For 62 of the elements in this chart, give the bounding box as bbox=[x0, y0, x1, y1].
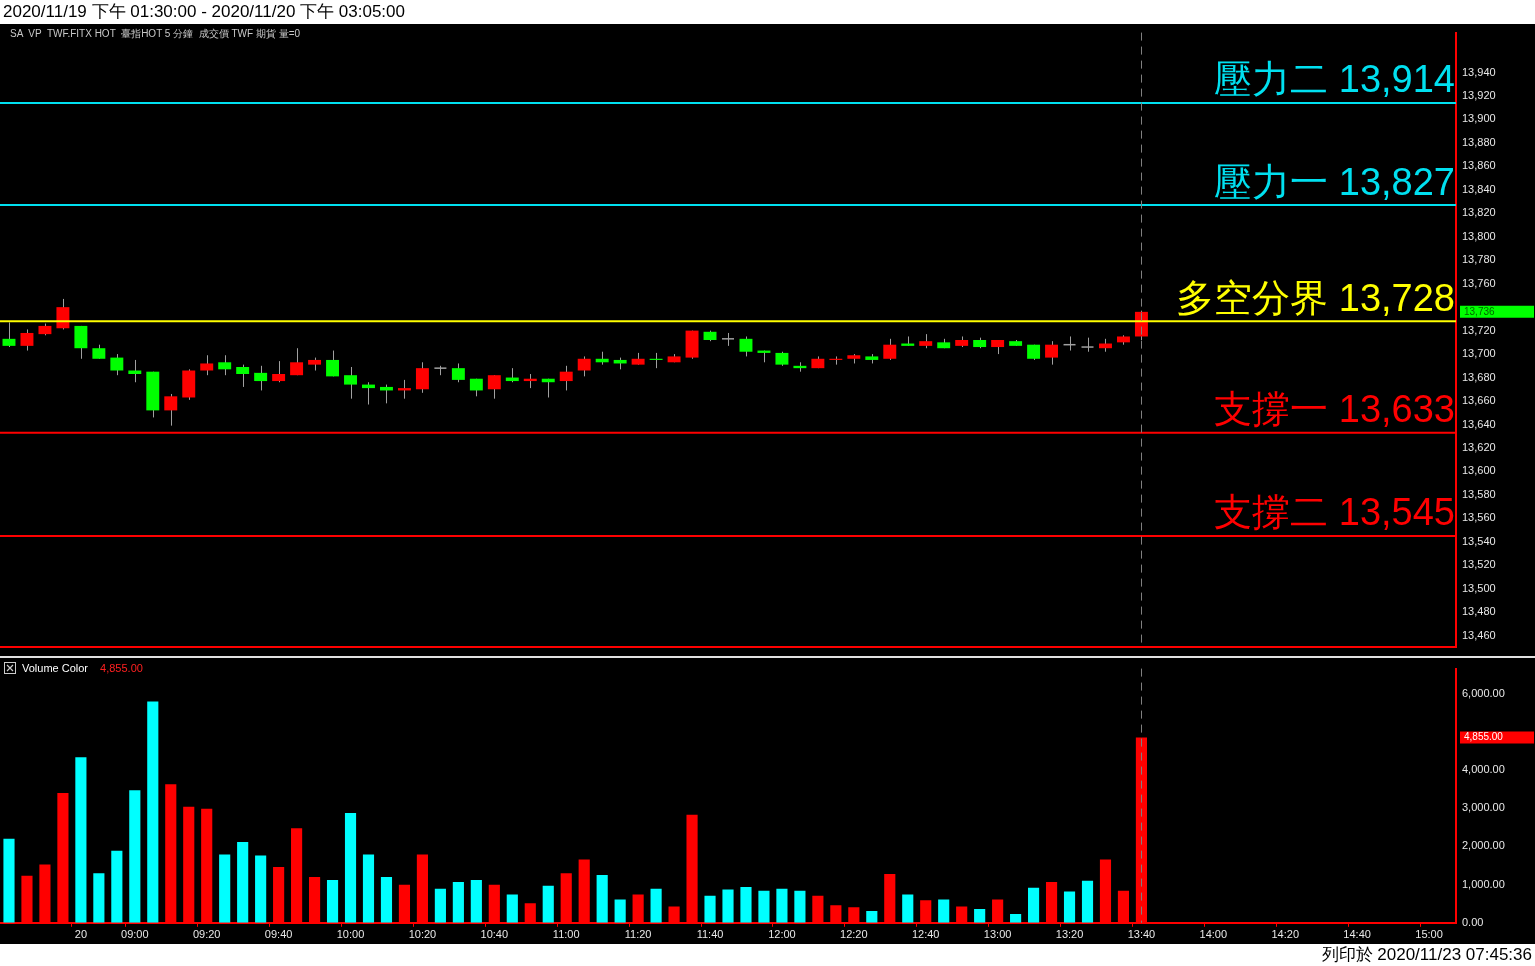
x-tick-label: 13:00 bbox=[983, 928, 1012, 941]
x-tick-label: 12:40 bbox=[911, 928, 940, 941]
ref-line-label: 壓力一 13,827 bbox=[1214, 160, 1455, 203]
x-tick-label: 15:00 bbox=[1415, 928, 1443, 941]
x-tick-label: 13:40 bbox=[1127, 928, 1156, 941]
text: 列印於 2020/11/23 07:45:36 bbox=[1321, 945, 1533, 964]
x-tick-label: 09:00 bbox=[121, 928, 149, 941]
x-tick-label: 14:00 bbox=[1199, 928, 1228, 941]
y-tick-label: 13,560 bbox=[1462, 511, 1496, 524]
y-tick-label: 13,840 bbox=[1462, 182, 1496, 195]
y-tick-label: 2,000.00 bbox=[1462, 839, 1505, 852]
ref-line-label: 多空分界 13,728 bbox=[1176, 276, 1455, 319]
y-tick-label: 13,620 bbox=[1462, 440, 1496, 453]
y-tick-label: 13,460 bbox=[1462, 628, 1496, 641]
x-tick-label: 13:20 bbox=[1055, 928, 1084, 941]
y-tick-label: 13,820 bbox=[1462, 206, 1496, 219]
y-tick-label: 13,540 bbox=[1462, 534, 1496, 547]
y-tick-label: 13,940 bbox=[1462, 65, 1496, 78]
y-tick-label: 13,800 bbox=[1462, 229, 1496, 242]
y-tick-label: 13,600 bbox=[1462, 464, 1496, 477]
x-tick-label: 11:00 bbox=[552, 928, 580, 941]
y-tick-label: 3,000.00 bbox=[1462, 801, 1505, 814]
text: 4,855.00 bbox=[1464, 731, 1504, 743]
y-tick-label: 13,700 bbox=[1462, 347, 1496, 360]
y-tick-label: 13,880 bbox=[1462, 135, 1496, 148]
y-tick-label: 4,000.00 bbox=[1462, 763, 1505, 776]
y-tick-label: 13,520 bbox=[1462, 558, 1496, 571]
y-tick-label: 13,760 bbox=[1462, 276, 1496, 289]
chart-title: 2020/11/19 下午 01:30:00 - 2020/11/20 下午 03:05:00 bbox=[0, 0, 1535, 24]
y-tick-label: 13,660 bbox=[1462, 394, 1496, 407]
y-tick-label: 13,920 bbox=[1462, 88, 1496, 101]
y-tick-label: 13,780 bbox=[1462, 253, 1496, 266]
y-tick-label: 13,640 bbox=[1462, 417, 1496, 430]
text: 13,736 bbox=[1464, 305, 1496, 317]
x-tick-label: 20 bbox=[74, 928, 88, 941]
x-tick-label: 10:00 bbox=[336, 928, 365, 941]
ref-line-label: 壓力二 13,914 bbox=[1214, 58, 1455, 101]
x-tick-label: 10:20 bbox=[408, 928, 437, 941]
x-tick-label: 09:40 bbox=[264, 928, 293, 941]
x-tick-label: 14:20 bbox=[1271, 928, 1299, 941]
y-tick-label: 13,900 bbox=[1462, 112, 1496, 125]
x-tick-label: 09:20 bbox=[192, 928, 221, 941]
ref-line-label: 支撐一 13,633 bbox=[1214, 388, 1455, 431]
x-tick-label: 11:40 bbox=[696, 928, 724, 941]
y-tick-label: 13,680 bbox=[1462, 370, 1496, 383]
chart-subtitle: SA VP TWF.FITX HOT 臺指HOT 5 分鐘 成交價 TWF 期貨 量=0 bbox=[10, 27, 301, 41]
y-tick-label: 0.00 bbox=[1462, 915, 1484, 928]
ref-line-label: 支撐二 13,545 bbox=[1214, 491, 1455, 534]
y-tick-label: 6,000.00 bbox=[1462, 686, 1505, 699]
y-tick-label: 1,000.00 bbox=[1462, 877, 1505, 890]
y-tick-label: 13,860 bbox=[1462, 159, 1496, 172]
y-tick-label: 13,720 bbox=[1462, 323, 1496, 336]
x-tick-label: 11:20 bbox=[624, 928, 652, 941]
y-tick-label: 13,580 bbox=[1462, 487, 1496, 500]
annotation: 4,855.00 bbox=[100, 662, 143, 674]
x-tick-label: 10:40 bbox=[480, 928, 509, 941]
x-tick-label: 12:00 bbox=[768, 928, 796, 941]
chart-title: Volume Color bbox=[22, 662, 89, 674]
y-tick-label: 13,480 bbox=[1462, 605, 1496, 618]
x-tick-label: 14:40 bbox=[1343, 928, 1371, 941]
y-tick-label: 13,500 bbox=[1462, 581, 1496, 594]
x-tick-label: 12:20 bbox=[840, 928, 868, 941]
